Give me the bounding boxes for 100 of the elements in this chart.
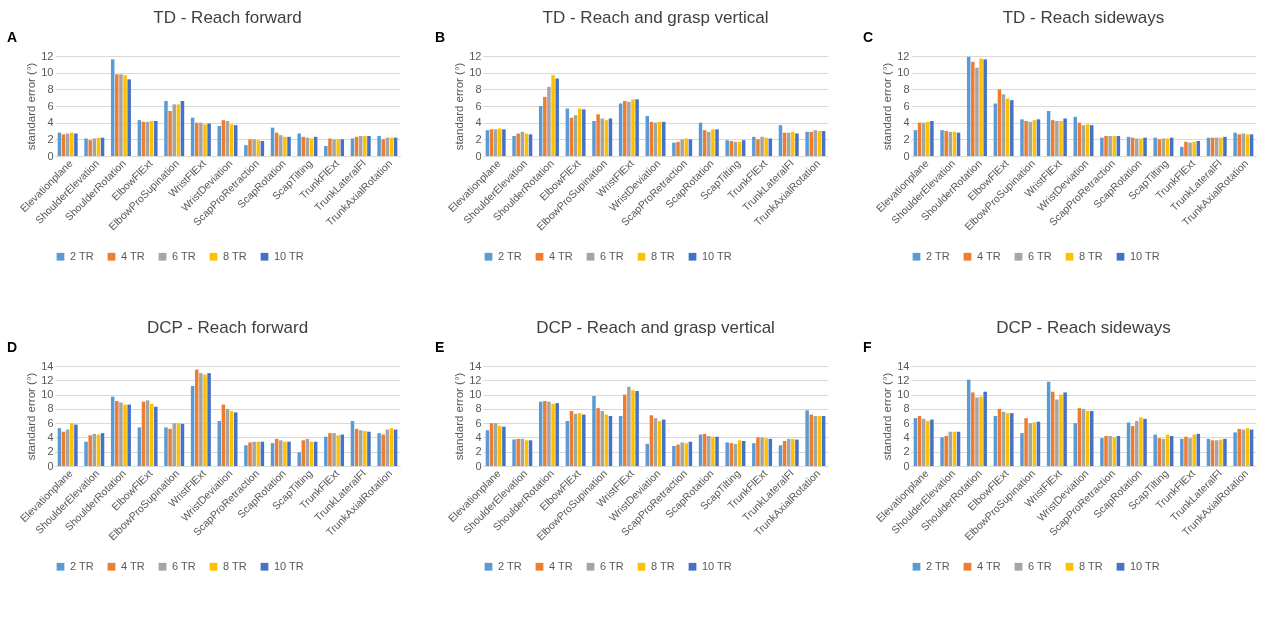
bar xyxy=(336,435,340,466)
bar xyxy=(199,122,203,156)
y-tick-label: 14 xyxy=(897,359,910,372)
bar xyxy=(752,443,756,466)
bar xyxy=(1100,438,1104,466)
legend-label: 8 TR xyxy=(1079,249,1103,262)
legend-label: 10 TR xyxy=(1130,559,1160,572)
bar xyxy=(381,434,385,466)
bar xyxy=(115,74,119,156)
bar xyxy=(1223,136,1227,156)
bar xyxy=(328,433,332,466)
bar xyxy=(975,397,979,466)
bar xyxy=(1237,428,1241,466)
bar xyxy=(244,145,248,156)
bar xyxy=(287,136,291,156)
bar xyxy=(1184,436,1188,466)
bar xyxy=(115,401,119,466)
bar xyxy=(297,452,301,466)
bar xyxy=(805,131,809,156)
bar xyxy=(971,61,975,156)
bar xyxy=(975,67,979,156)
bar xyxy=(332,433,336,466)
bar xyxy=(1188,142,1192,156)
bar xyxy=(1139,138,1143,156)
text: A xyxy=(7,29,18,45)
bar xyxy=(127,79,131,156)
bar xyxy=(1153,434,1157,466)
y-tick-label: 6 xyxy=(903,416,910,429)
bar xyxy=(377,433,381,466)
y-tick-label: 14 xyxy=(469,359,482,372)
bar xyxy=(203,124,207,156)
bar xyxy=(547,401,551,466)
bar xyxy=(555,403,559,466)
y-tick-label: 0 xyxy=(903,149,910,162)
bar xyxy=(795,133,799,156)
bar xyxy=(1024,121,1028,156)
bar xyxy=(631,99,635,156)
bar xyxy=(1024,418,1028,466)
bar xyxy=(979,396,983,466)
bar xyxy=(551,75,555,156)
bar xyxy=(84,138,88,156)
bar xyxy=(791,438,795,466)
bar xyxy=(336,139,340,156)
bar xyxy=(502,426,506,466)
bar xyxy=(1135,421,1139,466)
bar xyxy=(672,446,676,466)
bar xyxy=(324,436,328,466)
bar xyxy=(627,386,631,466)
y-tick-label: 8 xyxy=(475,402,482,415)
y-axis-title: standard error (°) xyxy=(453,372,466,461)
bar xyxy=(596,114,600,156)
y-axis-title: standard error (°) xyxy=(25,372,38,461)
bar xyxy=(760,437,764,466)
bar xyxy=(172,104,176,156)
bar xyxy=(516,133,520,156)
legend-label: 8 TR xyxy=(223,249,247,262)
bar xyxy=(1219,439,1223,466)
y-tick-label: 6 xyxy=(903,99,910,112)
y-axis-title: standard error (°) xyxy=(881,62,894,151)
legend-label: 4 TR xyxy=(549,249,573,262)
bar xyxy=(582,109,586,156)
y-tick-label: 6 xyxy=(47,416,54,429)
y-tick-label: 10 xyxy=(897,66,910,79)
bar xyxy=(168,111,172,156)
bar xyxy=(279,440,283,466)
y-tick-label: 4 xyxy=(475,430,482,443)
bar xyxy=(1108,136,1112,156)
text: F xyxy=(863,339,872,355)
bar xyxy=(172,423,176,466)
text: E xyxy=(435,339,445,355)
y-tick-label: 0 xyxy=(903,459,910,472)
chart-title: DCP - Reach forward xyxy=(146,318,309,337)
chart-title: TD - Reach and grasp vertical xyxy=(542,8,769,27)
bar xyxy=(1139,417,1143,466)
y-tick-label: 10 xyxy=(469,66,482,79)
bar xyxy=(756,437,760,466)
bar xyxy=(1063,118,1067,156)
chart-title: DCP - Reach and grasp vertical xyxy=(536,318,775,337)
bar xyxy=(123,404,127,466)
y-axis-title: standard error (°) xyxy=(881,372,894,461)
bar xyxy=(971,392,975,466)
bar xyxy=(676,141,680,156)
bar xyxy=(555,78,559,156)
bar xyxy=(596,408,600,466)
bar xyxy=(74,133,78,156)
bar xyxy=(983,59,987,156)
bar xyxy=(88,435,92,466)
y-tick-label: 12 xyxy=(41,49,54,62)
bar xyxy=(707,436,711,466)
bar xyxy=(1153,137,1157,156)
legend-label: 10 TR xyxy=(274,559,304,572)
bar xyxy=(707,131,711,156)
bar xyxy=(248,442,252,466)
bar xyxy=(70,132,74,156)
y-tick-label: 12 xyxy=(897,373,910,386)
bar xyxy=(711,436,715,466)
y-tick-label: 8 xyxy=(903,402,910,415)
bar xyxy=(297,133,301,156)
bar xyxy=(1192,434,1196,466)
legend-label: 2 TR xyxy=(498,249,522,262)
